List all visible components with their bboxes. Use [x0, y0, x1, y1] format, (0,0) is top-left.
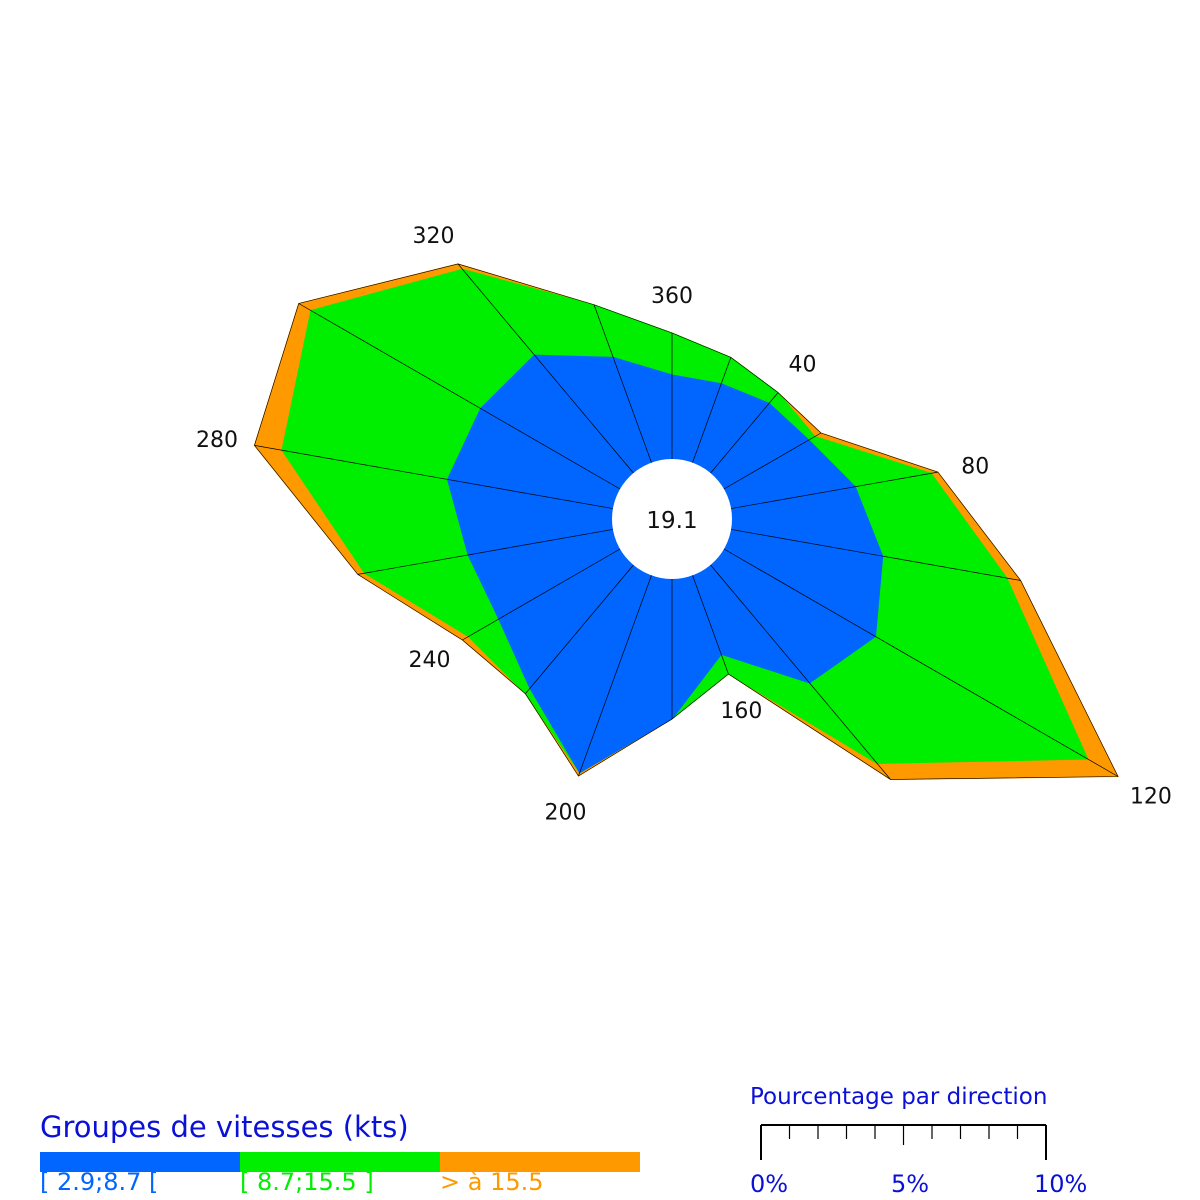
spoke-100 — [731, 529, 1021, 581]
spoke-340 — [593, 304, 652, 463]
direction-labels: 320 360 40 80 120 160 200 240 280 — [196, 224, 1172, 826]
legend-swatch-mid — [240, 1152, 440, 1172]
percent-scale-bar — [760, 1124, 1047, 1160]
spoke-140 — [710, 564, 891, 780]
legend-label-mid: [ 8.7;15.5 ] — [240, 1168, 374, 1196]
spoke-300 — [298, 303, 621, 490]
spoke-40 — [710, 392, 779, 474]
spoke-220 — [525, 564, 634, 694]
spoke-60 — [723, 432, 822, 490]
wind-rose-spokes — [254, 263, 1119, 780]
legend-label-low: [ 2.9;8.7 [ — [40, 1168, 159, 1196]
scale-label-mid: 5% — [891, 1170, 930, 1198]
scale-label-max: 10% — [1034, 1170, 1088, 1198]
scale-label-min: 0% — [750, 1170, 789, 1198]
direction-label-280: 280 — [196, 428, 238, 453]
legend-swatch-high — [440, 1152, 640, 1172]
spoke-20 — [692, 357, 732, 463]
spoke-120 — [723, 548, 1119, 777]
spoke-240 — [462, 548, 621, 641]
legend-label-high: > à 15.5 — [440, 1168, 544, 1196]
center-calm-label: 19.1 — [646, 508, 697, 534]
spoke-320 — [457, 263, 634, 474]
legend-title: Groupes de vitesses (kts) — [40, 1110, 409, 1144]
legend-swatch-low — [40, 1152, 240, 1172]
direction-label-160: 160 — [720, 699, 762, 724]
spoke-80 — [731, 471, 938, 509]
direction-label-120: 120 — [1130, 785, 1172, 810]
direction-label-320: 320 — [413, 224, 455, 249]
scale-title: Pourcentage par direction — [750, 1084, 1048, 1110]
direction-label-80: 80 — [961, 455, 989, 480]
spoke-200 — [578, 575, 652, 777]
spoke-260 — [357, 529, 613, 575]
center-hole — [612, 459, 732, 579]
direction-label-240: 240 — [409, 648, 451, 673]
direction-label-360: 360 — [651, 284, 693, 309]
spoke-160 — [692, 575, 729, 675]
spoke-280 — [254, 445, 613, 509]
direction-label-200: 200 — [545, 801, 587, 826]
direction-label-40: 40 — [789, 353, 817, 378]
